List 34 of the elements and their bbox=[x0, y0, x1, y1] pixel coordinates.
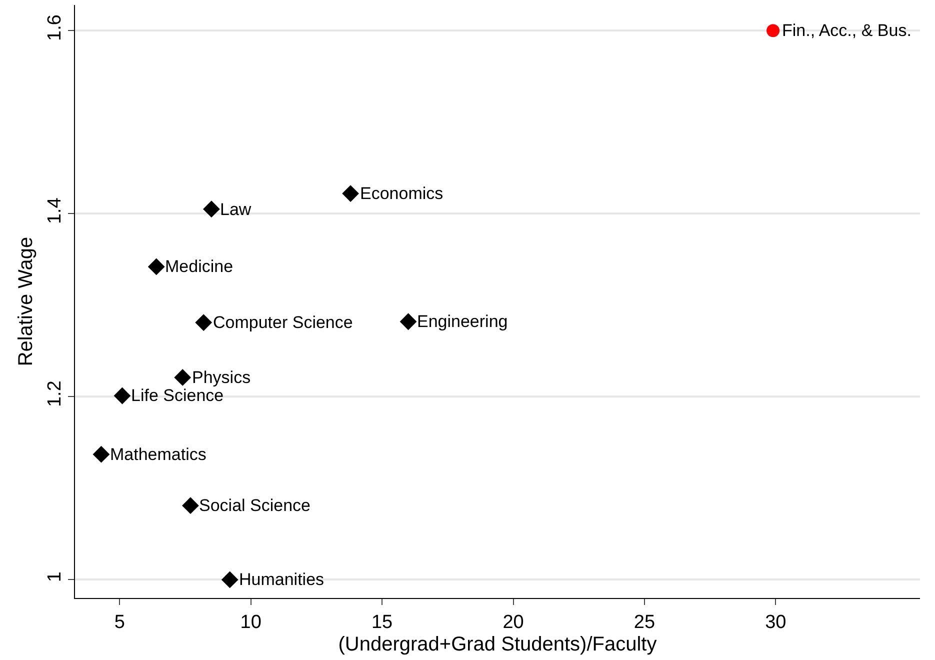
x-tick-label: 25 bbox=[634, 612, 656, 633]
y-tick-label: 1.4 bbox=[44, 197, 66, 224]
point bbox=[400, 313, 417, 330]
point bbox=[148, 258, 165, 276]
point bbox=[182, 497, 199, 514]
point bbox=[114, 387, 131, 404]
annotation: Social Science bbox=[199, 496, 311, 515]
y-axis-title: Relative Wage bbox=[14, 236, 37, 366]
point bbox=[174, 369, 192, 386]
annotation: Humanities bbox=[239, 570, 324, 589]
annotation: Physics bbox=[192, 368, 251, 387]
x-tick-label: 30 bbox=[765, 612, 786, 633]
annotation: Law bbox=[220, 200, 252, 219]
x-tick-label: 5 bbox=[114, 612, 125, 633]
annotation: Medicine bbox=[165, 257, 234, 276]
x-tick-label: 15 bbox=[371, 612, 393, 633]
y-tick-label: 1.2 bbox=[44, 380, 66, 408]
annotation: Fin., Acc., & Bus. bbox=[782, 21, 912, 40]
x-tick-label: 20 bbox=[502, 612, 524, 633]
point bbox=[766, 24, 780, 38]
x-axis-title: (Undergrad+Grad Students)/Faculty bbox=[338, 633, 657, 656]
annotation: Computer Science bbox=[213, 313, 353, 332]
point bbox=[92, 446, 110, 463]
point bbox=[203, 200, 220, 218]
x-tick-label: 10 bbox=[240, 612, 262, 633]
annotation: Mathematics bbox=[110, 445, 206, 464]
point bbox=[342, 185, 359, 202]
point bbox=[195, 314, 212, 331]
annotation: Engineering bbox=[417, 312, 508, 331]
annotation: Economics bbox=[360, 184, 444, 203]
point bbox=[221, 571, 238, 588]
annotation: Life Science bbox=[131, 386, 224, 405]
y-tick-label: 1 bbox=[44, 572, 66, 582]
y-tick-label: 1.6 bbox=[44, 14, 66, 41]
